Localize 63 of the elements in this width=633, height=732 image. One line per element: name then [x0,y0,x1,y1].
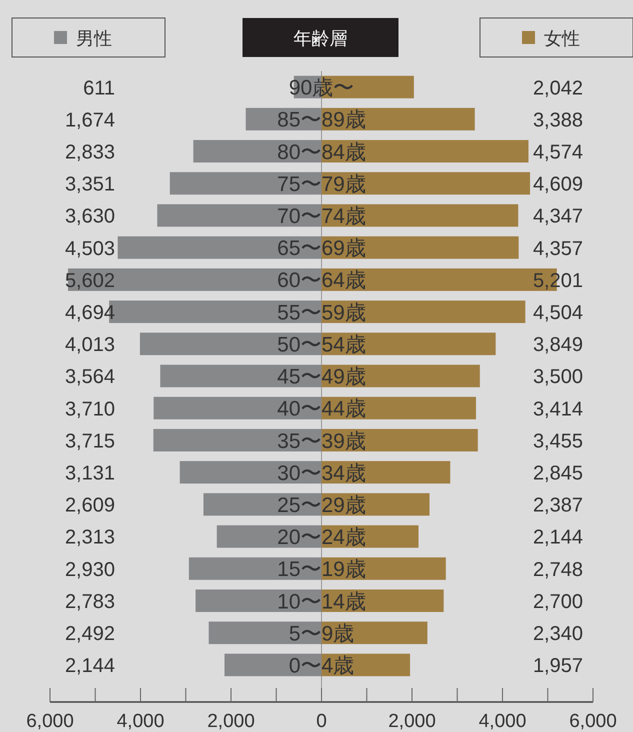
legend-label: 女性 [544,28,580,48]
y-tick-label: 75〜79歳 [277,172,366,196]
y-axis-title: 年齢層 [294,28,348,48]
data-label: 2,609 [64,494,115,517]
data-label: 4,503 [64,238,115,260]
data-label: 2,845 [532,462,583,485]
x-tick-label: 4,000 [478,710,526,732]
data-label: 3,131 [64,462,115,485]
data-label: 3,849 [532,334,583,356]
data-label: 4,574 [532,141,583,164]
x-tick-label: 2,000 [388,710,436,732]
data-label: 2,783 [64,590,115,613]
y-tick-label: 15〜19歳 [277,558,366,582]
data-label: 3,564 [64,366,115,388]
data-label: 4,357 [532,238,583,260]
data-label: 2,042 [532,77,583,100]
data-label: 2,144 [532,526,583,549]
y-tick-label: 65〜69歳 [277,237,366,260]
data-label: 4,504 [532,302,583,324]
x-tick-label: 6,000 [26,710,74,732]
data-label: 3,351 [64,174,115,196]
y-tick-label: 60〜64歳 [277,269,366,292]
x-tick-label: 2,000 [207,710,255,732]
data-label: 3,710 [64,398,115,420]
y-tick-label: 70〜74歳 [277,205,366,228]
y-tick-label: 85〜89歳 [277,108,366,132]
data-label: 4,347 [532,206,583,228]
x-tick-label: 0 [316,710,327,732]
data-label: 2,144 [64,655,115,678]
y-tick-label: 45〜49歳 [277,366,366,389]
y-tick-label: 30〜34歳 [277,462,366,485]
data-label: 3,455 [532,430,583,452]
data-label: 2,492 [64,623,115,646]
data-label: 2,313 [64,526,115,549]
data-label: 1,957 [532,655,583,678]
data-label: 2,748 [532,558,583,581]
data-label: 2,340 [532,623,583,646]
y-tick-label: 40〜44歳 [277,398,366,421]
data-label: 1,674 [64,109,115,132]
data-label: 4,694 [64,302,115,324]
data-label: 4,013 [64,334,115,356]
x-tick-label: 6,000 [569,710,617,732]
y-tick-label: 50〜54歳 [277,333,366,356]
y-tick-label: 35〜39歳 [277,430,366,453]
data-label: 3,388 [532,109,583,132]
data-label: 2,930 [64,558,115,581]
y-tick-label: 20〜24歳 [277,526,366,550]
legend-label: 男性 [76,28,112,48]
data-label: 3,715 [64,430,115,452]
data-label: 611 [83,77,115,100]
data-label: 4,609 [532,174,583,196]
y-tick-label: 80〜84歳 [277,140,366,164]
data-label: 2,387 [532,494,583,517]
y-tick-label: 5〜9歳 [288,622,354,646]
x-tick-label: 4,000 [116,710,164,732]
y-tick-label: 10〜14歳 [277,590,366,614]
data-label: 2,833 [64,141,115,164]
data-label: 2,700 [532,590,583,613]
y-tick-label: 25〜29歳 [277,494,366,517]
data-label: 3,414 [532,398,583,420]
data-label: 3,500 [532,366,583,388]
data-label: 3,630 [64,206,115,228]
y-tick-label: 55〜59歳 [277,301,366,324]
